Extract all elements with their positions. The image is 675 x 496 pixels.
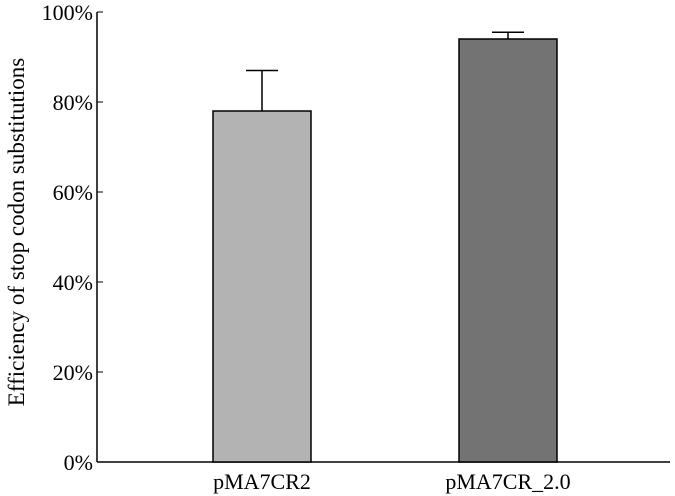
x-tick-label: pMA7CR2: [213, 469, 311, 494]
error-bars: [246, 31, 524, 111]
y-tick-label: 60%: [53, 180, 93, 205]
y-tick-label: 100%: [42, 0, 93, 25]
bar-pma7cr2: [212, 110, 312, 463]
y-axis-label: Efficiency of stop codon substitutions: [4, 58, 29, 406]
y-tick-label: 80%: [53, 90, 93, 115]
y-tick-label: 40%: [53, 270, 93, 295]
y-axis-ticks: 0% 20% 40% 60% 80% 100%: [42, 0, 103, 475]
bar-pma7cr-2-0: [458, 38, 558, 463]
y-tick-label: 20%: [53, 360, 93, 385]
y-tick-label: 0%: [64, 450, 93, 475]
bars: [212, 38, 558, 463]
x-axis-tick-labels: pMA7CR2 pMA7CR_2.0: [213, 469, 571, 494]
x-tick-label: pMA7CR_2.0: [445, 469, 570, 494]
axes: [96, 12, 670, 463]
